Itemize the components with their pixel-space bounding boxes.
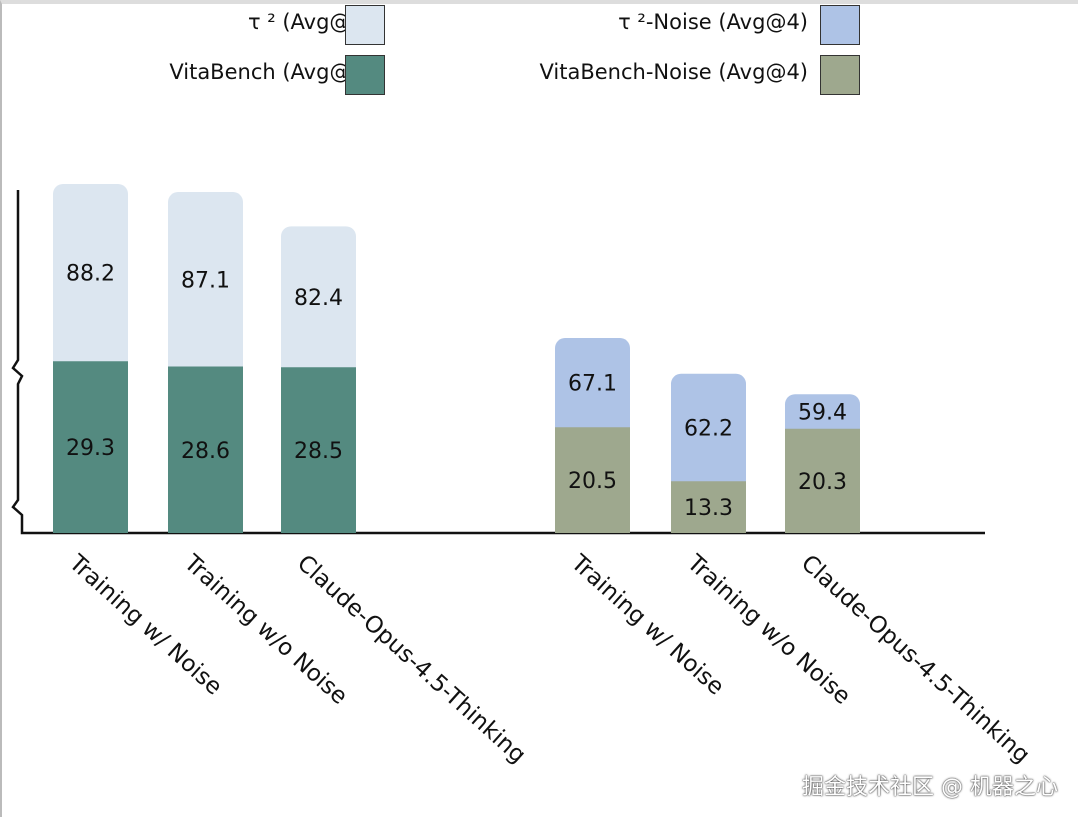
data-label: 13.3 <box>684 496 733 521</box>
legend-label-tau2-noise: τ ²-Noise (Avg@4) <box>618 10 808 34</box>
bar-vitabench-noise <box>555 427 630 533</box>
bar-vitabench <box>281 367 356 533</box>
data-label: 28.5 <box>294 439 343 464</box>
x-tick-label: Claude-Opus-4.5-Thinking <box>796 550 1035 768</box>
data-label: 20.5 <box>568 469 617 494</box>
data-label: 59.4 <box>798 400 847 425</box>
legend-swatch-tau2-noise <box>820 5 860 45</box>
bar-vitabench <box>53 361 128 533</box>
data-label: 88.2 <box>66 262 115 287</box>
data-label: 62.2 <box>684 417 733 442</box>
data-label: 87.1 <box>181 268 230 293</box>
legend-swatch-tau2 <box>345 5 385 45</box>
bar-vitabench-noise <box>671 481 746 533</box>
legend-swatch-vitabench <box>345 55 385 95</box>
data-label: 29.3 <box>66 436 115 461</box>
data-label: 82.4 <box>294 286 343 311</box>
bar-vitabench-noise <box>785 428 860 533</box>
data-label: 28.6 <box>181 439 230 464</box>
legend-label-vitabench-noise: VitaBench-Noise (Avg@4) <box>539 60 808 84</box>
watermark: 掘金技术社区 @ 机器之心 <box>802 775 1058 800</box>
data-label: 67.1 <box>568 372 617 397</box>
axis-with-break <box>11 190 985 535</box>
x-tick-label: Claude-Opus-4.5-Thinking <box>292 550 531 768</box>
legend-swatch-vitabench-noise <box>820 55 860 95</box>
bar-vitabench <box>168 366 243 533</box>
data-label: 20.3 <box>798 470 847 495</box>
legend-label-vitabench: VitaBench (Avg@4) <box>169 60 372 84</box>
